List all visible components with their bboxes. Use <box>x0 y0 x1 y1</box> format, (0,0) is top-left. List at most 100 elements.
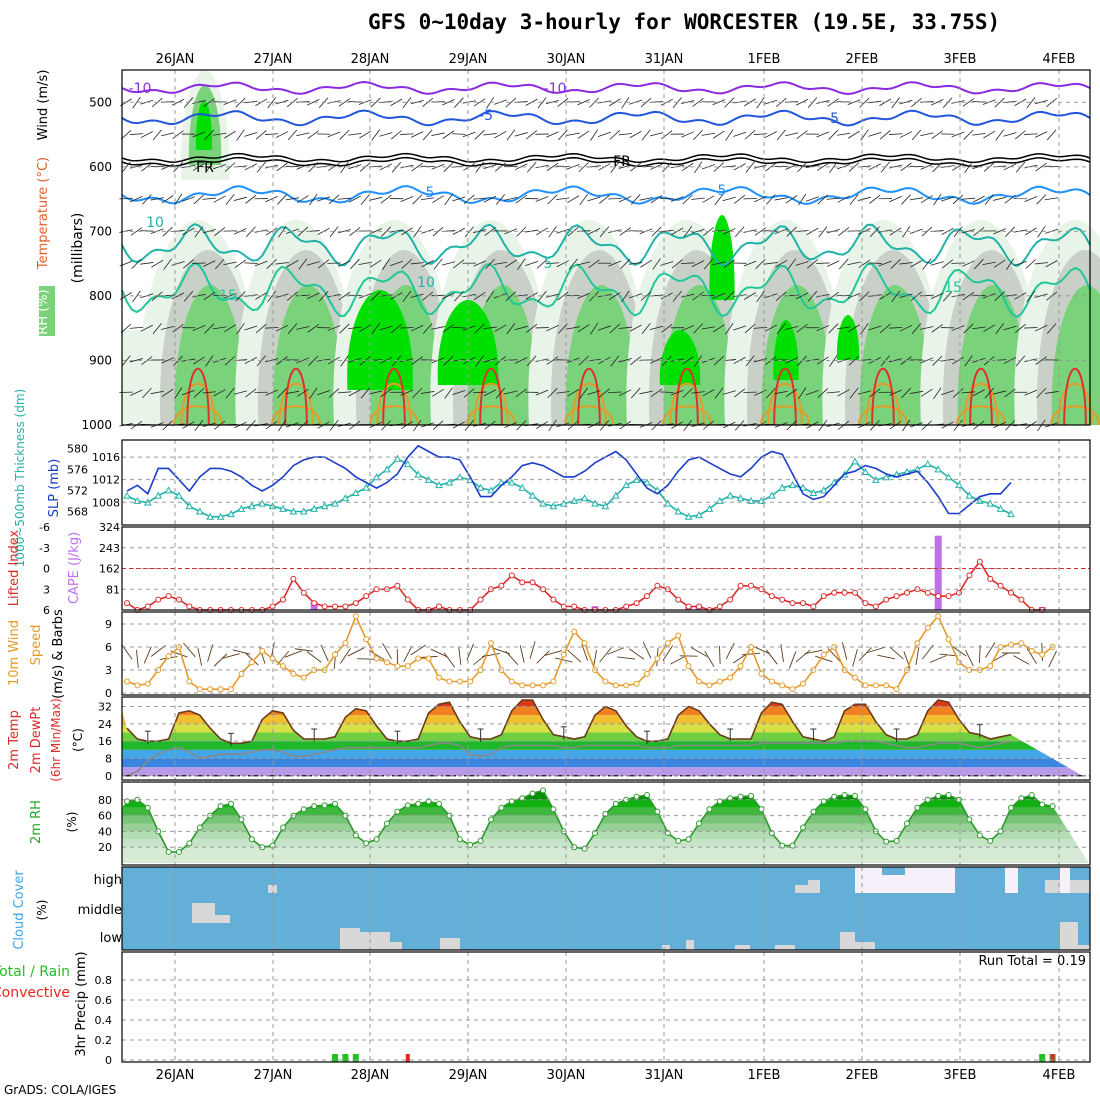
lifted-index-point <box>800 600 806 607</box>
precip-tick-label: 0.4 <box>95 1014 113 1027</box>
surface-wind-barb <box>889 646 904 660</box>
upper-wind-barb <box>1045 260 1058 268</box>
wind-speed-point <box>883 682 890 689</box>
upper-wind-barb <box>371 323 381 335</box>
wind-speed-point <box>550 678 557 685</box>
date-label-top: 29JAN <box>449 52 488 67</box>
temp-contour-warm <box>956 405 1006 426</box>
upper-wind-barb <box>952 163 964 171</box>
rh-2m-point <box>300 806 307 813</box>
upper-wind-barb <box>514 357 528 364</box>
upper-wind-barb <box>816 293 830 298</box>
freezing-level-line <box>121 152 1091 164</box>
upper-wind-barb <box>255 323 267 334</box>
upper-wind-barb <box>339 129 350 140</box>
thickness-point <box>788 481 797 489</box>
upper-wind-barb <box>400 164 414 169</box>
upper-wind-barb <box>972 195 985 203</box>
upper-wind-barb <box>359 130 372 139</box>
surface-wind-barb <box>939 653 958 657</box>
upper-wind-barb <box>818 226 828 238</box>
lifted-index-point <box>924 589 931 596</box>
date-label-bottom: 27JAN <box>254 1068 293 1083</box>
upper-wind-barb <box>275 131 289 138</box>
upper-wind-barb <box>130 195 143 203</box>
rh-2m-point <box>415 800 422 807</box>
upper-wind-barb <box>327 100 341 104</box>
lifted-index-point <box>872 603 879 610</box>
upper-wind-barb <box>545 99 560 105</box>
rh-2m-point <box>737 793 744 800</box>
lifted-index-point <box>394 582 401 589</box>
upper-wind-barb <box>598 194 610 204</box>
upper-wind-barb <box>754 195 767 203</box>
rh-area-bright <box>347 290 413 390</box>
wind-speed-point <box>373 655 380 662</box>
rh-2m-point <box>935 792 942 799</box>
thickness-point <box>996 504 1005 512</box>
upper-wind-barb <box>733 325 747 331</box>
rh-2m-point <box>841 792 848 799</box>
upper-wind-barb <box>753 164 768 169</box>
upper-wind-barb <box>714 387 724 399</box>
pressure-tick-label: 900 <box>89 353 112 367</box>
rh-2m-point <box>404 802 411 809</box>
upper-wind-barb <box>129 133 144 136</box>
surface-wind-barb <box>877 654 896 660</box>
upper-wind-barb <box>432 226 444 237</box>
upper-wind-barb <box>495 387 506 399</box>
upper-wind-barb <box>805 196 819 202</box>
upper-wind-barb <box>952 194 964 205</box>
upper-wind-barb <box>306 261 320 266</box>
thickness-tick-label: 572 <box>67 484 88 497</box>
upper-wind-barb <box>360 194 370 205</box>
rh-2m-line <box>126 789 1053 853</box>
upper-wind-barb <box>360 387 370 399</box>
upper-wind-barb <box>535 133 549 135</box>
upper-wind-barb <box>650 163 663 170</box>
upper-wind-barb <box>745 355 755 367</box>
upper-wind-barb <box>400 196 414 202</box>
lifted-index-point <box>852 589 858 596</box>
upper-wind-barb <box>984 194 994 205</box>
upper-wind-barb <box>172 130 184 140</box>
upper-wind-barb <box>431 357 445 364</box>
thickness-point <box>372 473 381 481</box>
upper-wind-barb <box>223 292 237 299</box>
thickness-point <box>934 465 943 473</box>
upper-wind-barb <box>1034 262 1048 265</box>
temp-axis-title: 2m Temp <box>7 710 22 770</box>
upper-wind-barb <box>953 226 963 238</box>
upper-wind-barb <box>661 323 673 333</box>
wind-speed-point <box>1039 651 1046 658</box>
upper-wind-barb <box>722 196 736 202</box>
upper-wind-barb <box>816 325 830 332</box>
lifted-index-point <box>883 596 890 603</box>
wind-speed-point <box>758 670 765 677</box>
upper-wind-barb <box>473 260 486 267</box>
upper-wind-barb <box>202 197 216 200</box>
upper-wind-barb <box>558 129 568 141</box>
upper-wind-barb <box>472 197 487 200</box>
rh-2m-point <box>976 832 983 839</box>
rh-2m-point <box>966 816 973 823</box>
rh-2m-point <box>987 837 994 844</box>
thickness-point <box>507 478 516 486</box>
upper-wind-barb <box>826 197 840 200</box>
wind-speed-point <box>987 663 994 670</box>
upper-wind-barb <box>317 390 331 396</box>
upper-wind-barb <box>296 195 309 204</box>
lifted-index-point <box>893 593 900 600</box>
upper-wind-barb <box>309 193 318 206</box>
upper-wind-barb <box>962 260 975 267</box>
upper-wind-barb <box>942 259 954 269</box>
wind-speed-point <box>217 686 224 693</box>
thickness-point <box>674 507 683 515</box>
upper-wind-barb <box>650 357 663 364</box>
upper-wind-barb <box>652 258 661 270</box>
upper-wind-barb <box>306 292 320 300</box>
rh-tick-label: 80 <box>98 794 112 807</box>
wind-speed-point <box>290 670 297 677</box>
upper-wind-barb <box>328 163 340 171</box>
upper-wind-barb <box>639 228 653 235</box>
